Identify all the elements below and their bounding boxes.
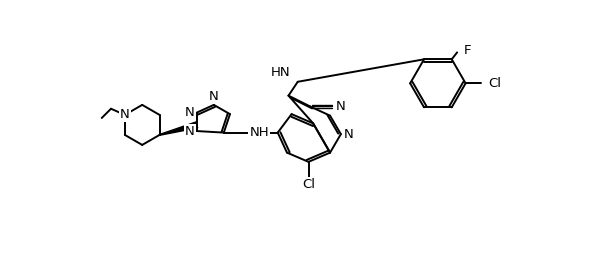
Text: Cl: Cl (302, 179, 315, 191)
Text: N: N (120, 108, 130, 122)
Text: N: N (344, 128, 354, 141)
Text: F: F (464, 44, 472, 57)
Polygon shape (159, 122, 198, 135)
Text: Cl: Cl (489, 77, 502, 90)
Text: N: N (209, 90, 219, 103)
Text: NH: NH (249, 126, 269, 139)
Text: N: N (185, 106, 195, 119)
Text: N: N (336, 100, 346, 113)
Text: HN: HN (271, 66, 291, 79)
Text: N: N (185, 125, 195, 138)
